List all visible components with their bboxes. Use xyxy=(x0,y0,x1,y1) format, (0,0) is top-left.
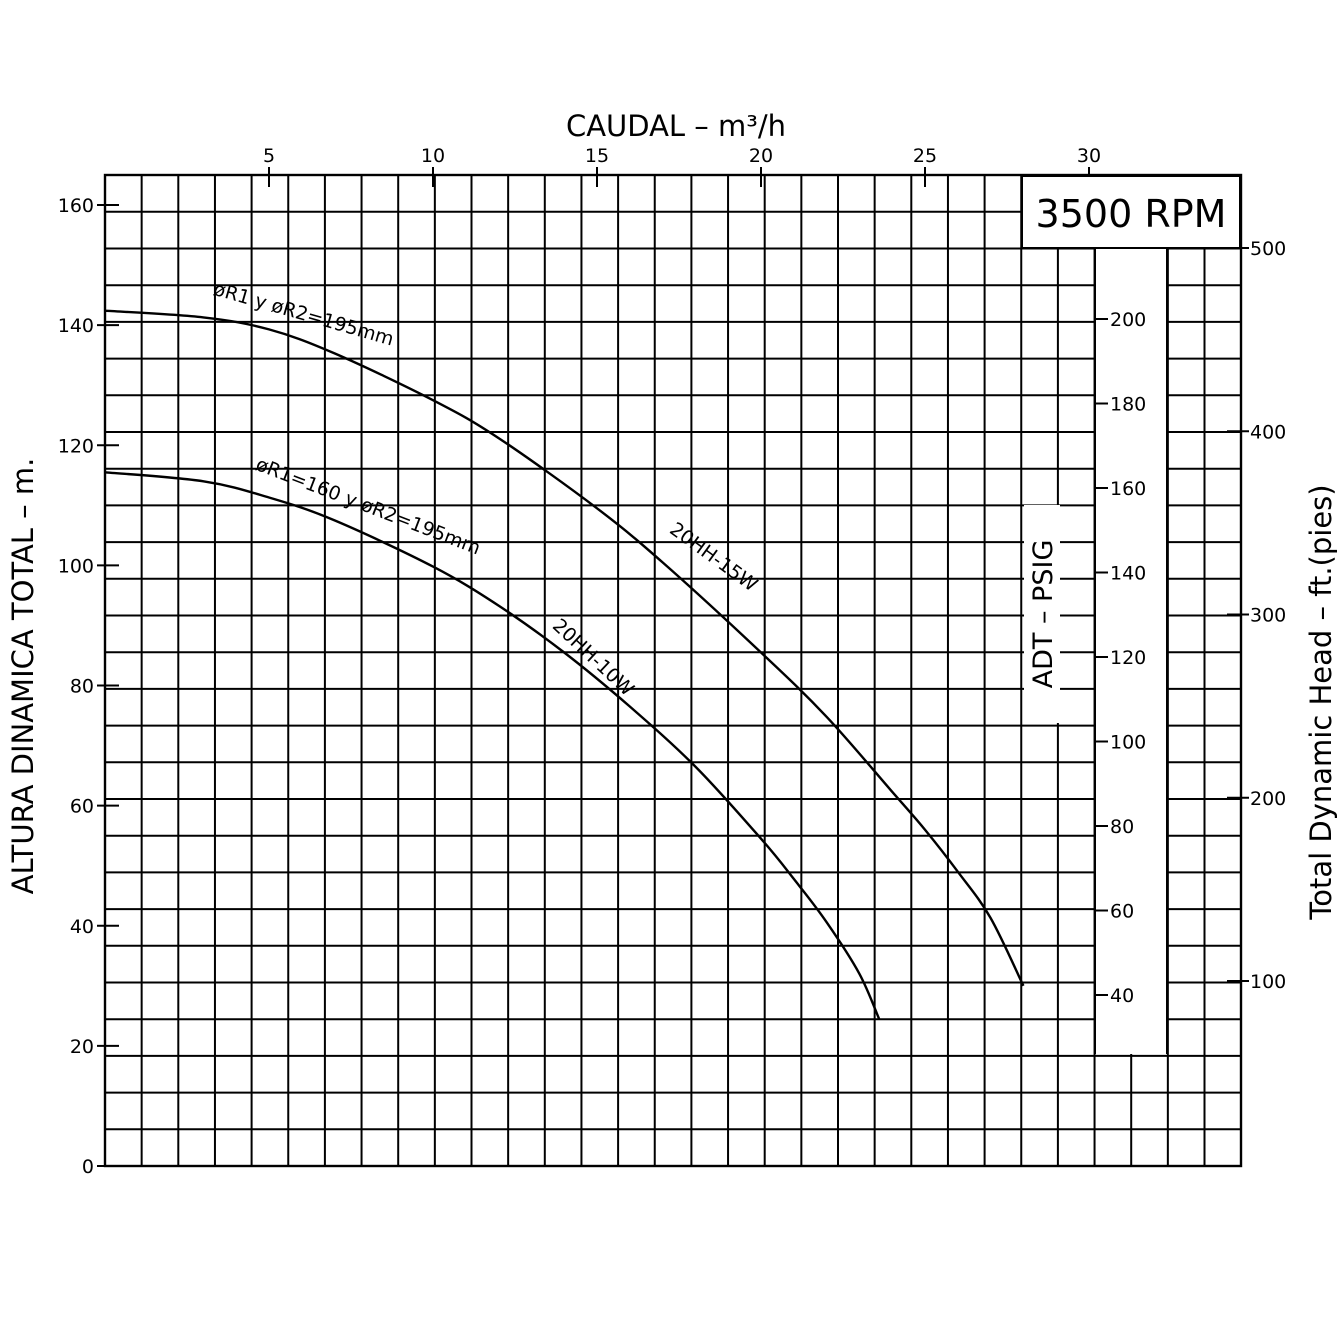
psig-tick-label: 100 xyxy=(1110,732,1146,754)
plot-frame xyxy=(103,173,1243,1168)
y-tick-label: 160 xyxy=(58,195,94,217)
y-tick-label: 120 xyxy=(58,435,94,457)
y-tick-label: 60 xyxy=(70,796,94,818)
y-tick-label: 0 xyxy=(82,1156,94,1178)
model-label-15w: 20HH-15W xyxy=(666,518,762,596)
ft-tick-label: 300 xyxy=(1250,605,1286,627)
y-right-axis-title: Total Dynamic Head – ft.(pies) xyxy=(1304,484,1338,920)
x-tick-label: 20 xyxy=(749,145,773,167)
psig-axis-title: ADT – PSIG xyxy=(1028,540,1059,689)
psig-column xyxy=(1095,249,1167,1054)
x-tick-label: 25 xyxy=(913,145,937,167)
psig-tick-label: 200 xyxy=(1110,309,1146,331)
psig-tick-label: 80 xyxy=(1110,816,1134,838)
x-tick-label: 10 xyxy=(421,145,445,167)
ft-tick-label: 400 xyxy=(1250,421,1286,443)
ft-tick-label: 200 xyxy=(1250,788,1286,810)
model-label-10w: 20HH-10W xyxy=(548,615,638,701)
rpm-box xyxy=(1021,175,1241,249)
psig-ticks: 40 60 80 100 120 140 160 180 200 xyxy=(1095,309,1146,1007)
curves xyxy=(104,309,1025,1020)
x-tick-label: 15 xyxy=(585,145,609,167)
psig-tick-label: 60 xyxy=(1110,901,1134,923)
curve-20hh-10w xyxy=(104,471,881,1020)
x-tick-label: 30 xyxy=(1077,145,1101,167)
ft-tick-label: 500 xyxy=(1250,238,1286,260)
y-tick-label: 20 xyxy=(70,1036,94,1058)
y-tick-label: 140 xyxy=(58,315,94,337)
ft-tick-label: 100 xyxy=(1250,971,1286,993)
psig-tick-label: 180 xyxy=(1110,394,1146,416)
psig-tick-label: 40 xyxy=(1110,985,1134,1007)
curve-20hh-15w xyxy=(104,309,1025,987)
psig-tick-label: 140 xyxy=(1110,563,1146,585)
psig-tick-label: 120 xyxy=(1110,647,1146,669)
x-axis-title: CAUDAL – m³/h xyxy=(566,109,786,143)
psig-tick-label: 160 xyxy=(1110,478,1146,500)
y-tick-label: 40 xyxy=(70,916,94,938)
y-axis-title: ALTURA DINAMICA TOTAL – m. xyxy=(6,458,40,895)
y-tick-label: 80 xyxy=(70,676,94,698)
x-tick-label: 5 xyxy=(263,145,275,167)
y-tick-label: 100 xyxy=(58,555,94,577)
rpm-title: 3500 RPM xyxy=(1036,192,1227,236)
grid xyxy=(105,175,1241,1166)
tick-labels: 5 10 15 20 25 3002040608010012014016010020030… xyxy=(58,145,1287,1178)
psig-title-bg xyxy=(1024,505,1060,723)
